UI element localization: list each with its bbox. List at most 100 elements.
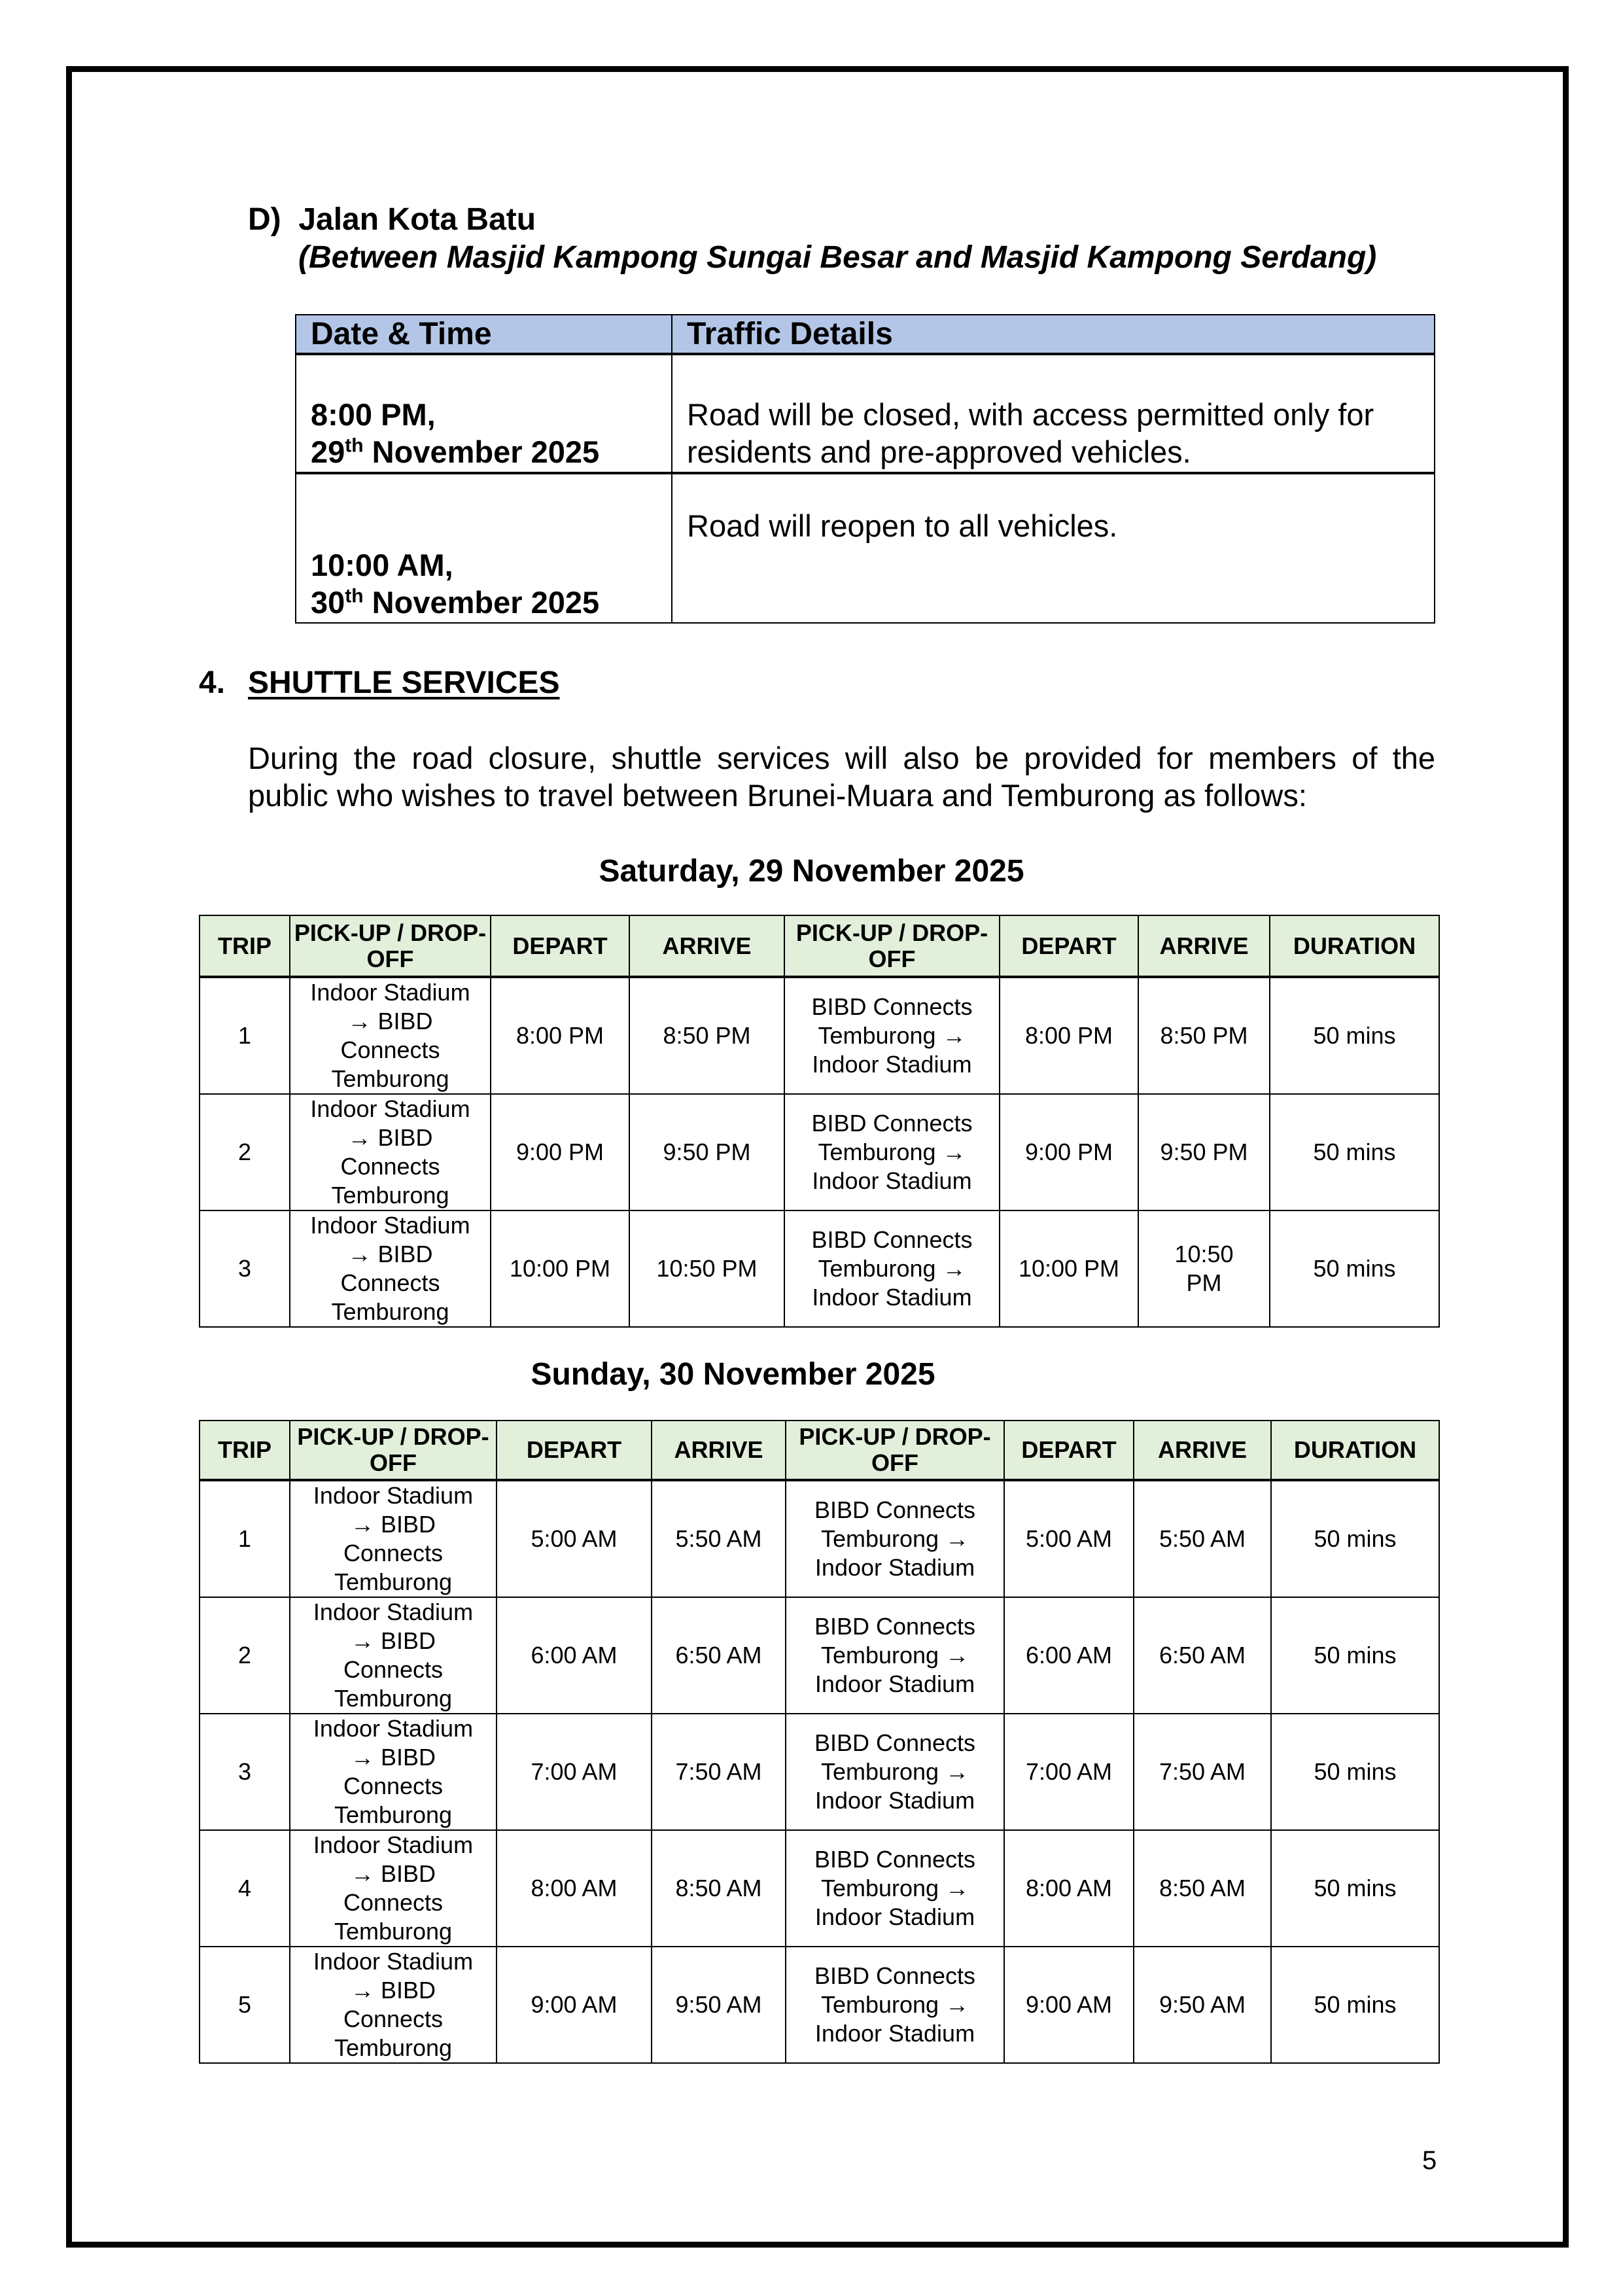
header-arrive-return: ARRIVE — [1138, 915, 1270, 978]
duration-cell: 50 mins — [1270, 1946, 1440, 2064]
pickup-dropoff-return-cell: BIBD Connects Temburong → Indoor Stadium — [784, 976, 1000, 1095]
pickup-dropoff-outbound-cell: Indoor Stadium → BIBD Connects Temburong — [289, 1093, 491, 1211]
trip-cell: 2 — [199, 1093, 290, 1211]
pickup-dropoff-return-cell: BIBD Connects Temburong → Indoor Stadium — [785, 1597, 1005, 1714]
arrive-outbound-cell: 8:50 PM — [629, 976, 785, 1095]
depart-return-cell: 7:00 AM — [1003, 1713, 1134, 1831]
table-row: 10:00 AM, 30th November 2025 Road will re… — [295, 472, 1435, 624]
duration-cell: 50 mins — [1269, 1093, 1440, 1211]
pickup-dropoff-return-cell: BIBD Connects Temburong → Indoor Stadium — [784, 1093, 1000, 1211]
depart-outbound-cell: 8:00 AM — [496, 1829, 652, 1947]
table-row: 1 Indoor Stadium → BIBD Connects Temburon… — [199, 976, 1440, 1095]
pickup-dropoff-return-cell: BIBD Connects Temburong → Indoor Stadium — [784, 1210, 1000, 1328]
depart-outbound-cell: 10:00 PM — [490, 1210, 630, 1328]
trip-cell: 4 — [199, 1829, 290, 1947]
arrive-outbound-cell: 10:50 PM — [629, 1210, 785, 1328]
saturday-shuttle-table: TRIP PICK-UP / DROP-OFF DEPART ARRIVE PICK-U… — [199, 915, 1440, 1328]
duration-cell: 50 mins — [1270, 1479, 1440, 1598]
table-row: 3 Indoor Stadium → BIBD Connects Temburon… — [199, 1713, 1440, 1831]
pickup-dropoff-return-cell: BIBD Connects Temburong → Indoor Stadium — [785, 1946, 1005, 2064]
header-pickup-dropoff-return: PICK-UP / DROP-OFF — [784, 915, 1000, 978]
header-arrive-outbound: ARRIVE — [651, 1420, 786, 1481]
pickup-dropoff-outbound-cell: Indoor Stadium → BIBD Connects Temburong — [289, 1713, 497, 1831]
arrive-outbound-cell: 6:50 AM — [651, 1597, 786, 1714]
pickup-dropoff-outbound-cell: Indoor Stadium → BIBD Connects Temburong — [289, 1479, 497, 1598]
header-date-time: Date & Time — [295, 314, 672, 355]
traffic-details-cell: Road will be closed, with access permitt… — [671, 353, 1435, 474]
header-arrive-outbound: ARRIVE — [629, 915, 785, 978]
pickup-dropoff-outbound-cell: Indoor Stadium → BIBD Connects Temburong — [289, 1597, 497, 1714]
depart-outbound-cell: 9:00 AM — [496, 1946, 652, 2064]
header-pickup-dropoff-return: PICK-UP / DROP-OFF — [785, 1420, 1005, 1481]
sunday-shuttle-table: TRIP PICK-UP / DROP-OFF DEPART ARRIVE PICK-U… — [199, 1420, 1440, 2064]
arrive-outbound-cell: 7:50 AM — [651, 1713, 786, 1831]
table-row: 2 Indoor Stadium → BIBD Connects Temburon… — [199, 1597, 1440, 1714]
pickup-dropoff-outbound-cell: Indoor Stadium → BIBD Connects Temburong — [289, 1210, 491, 1328]
arrive-return-cell: 9:50 AM — [1133, 1946, 1272, 2064]
date-time-cell: 8:00 PM, 29th November 2025 — [295, 353, 672, 474]
section-number: 4. — [199, 665, 226, 700]
depart-outbound-cell: 6:00 AM — [496, 1597, 652, 1714]
shuttle-header-row: TRIP PICK-UP / DROP-OFF DEPART ARRIVE PICK-U… — [199, 915, 1440, 978]
arrive-return-cell: 9:50 PM — [1138, 1093, 1270, 1211]
arrive-return-cell: 5:50 AM — [1133, 1479, 1272, 1598]
arrive-return-cell: 6:50 AM — [1133, 1597, 1272, 1714]
saturday-title: Saturday, 29 November 2025 — [599, 854, 1024, 889]
traffic-header-row: Date & Time Traffic Details — [295, 314, 1435, 355]
trip-cell: 5 — [199, 1946, 290, 2064]
depart-return-cell: 6:00 AM — [1003, 1597, 1134, 1714]
table-row: 1 Indoor Stadium → BIBD Connects Temburon… — [199, 1479, 1440, 1598]
traffic-table: Date & Time Traffic Details 8:00 PM, 29th… — [295, 314, 1435, 624]
header-pickup-dropoff-outbound: PICK-UP / DROP-OFF — [289, 915, 491, 978]
table-row: 4 Indoor Stadium → BIBD Connects Temburon… — [199, 1829, 1440, 1947]
header-depart-return: DEPART — [999, 915, 1139, 978]
duration-cell: 50 mins — [1270, 1829, 1440, 1947]
pickup-dropoff-return-cell: BIBD Connects Temburong → Indoor Stadium — [785, 1829, 1005, 1947]
traffic-details-cell: Road will reopen to all vehicles. — [671, 472, 1435, 624]
trip-cell: 3 — [199, 1713, 290, 1831]
depart-outbound-cell: 5:00 AM — [496, 1479, 652, 1598]
header-duration: DURATION — [1270, 1420, 1440, 1481]
table-row: 8:00 PM, 29th November 2025 Road will be … — [295, 353, 1435, 474]
depart-outbound-cell: 8:00 PM — [490, 976, 630, 1095]
table-row: 3 Indoor Stadium → BIBD Connects Temburon… — [199, 1210, 1440, 1328]
arrive-outbound-cell: 5:50 AM — [651, 1479, 786, 1598]
pickup-dropoff-return-cell: BIBD Connects Temburong → Indoor Stadium — [785, 1713, 1005, 1831]
header-arrive-return: ARRIVE — [1133, 1420, 1272, 1481]
duration-cell: 50 mins — [1269, 1210, 1440, 1328]
header-depart-outbound: DEPART — [496, 1420, 652, 1481]
depart-return-cell: 8:00 AM — [1003, 1829, 1134, 1947]
depart-return-cell: 8:00 PM — [999, 976, 1139, 1095]
duration-cell: 50 mins — [1270, 1597, 1440, 1714]
page-number: 5 — [1422, 2146, 1437, 2175]
trip-cell: 1 — [199, 1479, 290, 1598]
section-title: SHUTTLE SERVICES — [248, 665, 560, 700]
depart-return-cell: 5:00 AM — [1003, 1479, 1134, 1598]
trip-cell: 1 — [199, 976, 290, 1095]
pickup-dropoff-return-cell: BIBD Connects Temburong → Indoor Stadium — [785, 1479, 1005, 1598]
section-d-subheading: (Between Masjid Kampong Sungai Besar and… — [298, 240, 1377, 275]
header-trip: TRIP — [199, 915, 290, 978]
trip-cell: 2 — [199, 1597, 290, 1714]
sunday-title: Sunday, 30 November 2025 — [531, 1357, 935, 1392]
trip-cell: 3 — [199, 1210, 290, 1328]
duration-cell: 50 mins — [1270, 1713, 1440, 1831]
arrive-return-cell: 8:50 AM — [1133, 1829, 1272, 1947]
table-row: 2 Indoor Stadium → BIBD Connects Temburon… — [199, 1093, 1440, 1211]
pickup-dropoff-outbound-cell: Indoor Stadium → BIBD Connects Temburong — [289, 976, 491, 1095]
section-paragraph: During the road closure, shuttle service… — [248, 741, 1435, 813]
arrive-return-cell: 10:50 PM — [1138, 1210, 1270, 1328]
header-traffic-details: Traffic Details — [671, 314, 1435, 355]
pickup-dropoff-outbound-cell: Indoor Stadium → BIBD Connects Temburong — [289, 1829, 497, 1947]
table-row: 5 Indoor Stadium → BIBD Connects Temburon… — [199, 1946, 1440, 2064]
header-depart-return: DEPART — [1003, 1420, 1134, 1481]
depart-outbound-cell: 9:00 PM — [490, 1093, 630, 1211]
depart-return-cell: 9:00 PM — [999, 1093, 1139, 1211]
header-depart-outbound: DEPART — [490, 915, 630, 978]
shuttle-header-row: TRIP PICK-UP / DROP-OFF DEPART ARRIVE PICK-U… — [199, 1420, 1440, 1481]
arrive-outbound-cell: 9:50 AM — [651, 1946, 786, 2064]
date-time-cell: 10:00 AM, 30th November 2025 — [295, 472, 672, 624]
header-duration: DURATION — [1269, 915, 1440, 978]
page-border — [66, 66, 1569, 2248]
depart-return-cell: 9:00 AM — [1003, 1946, 1134, 2064]
